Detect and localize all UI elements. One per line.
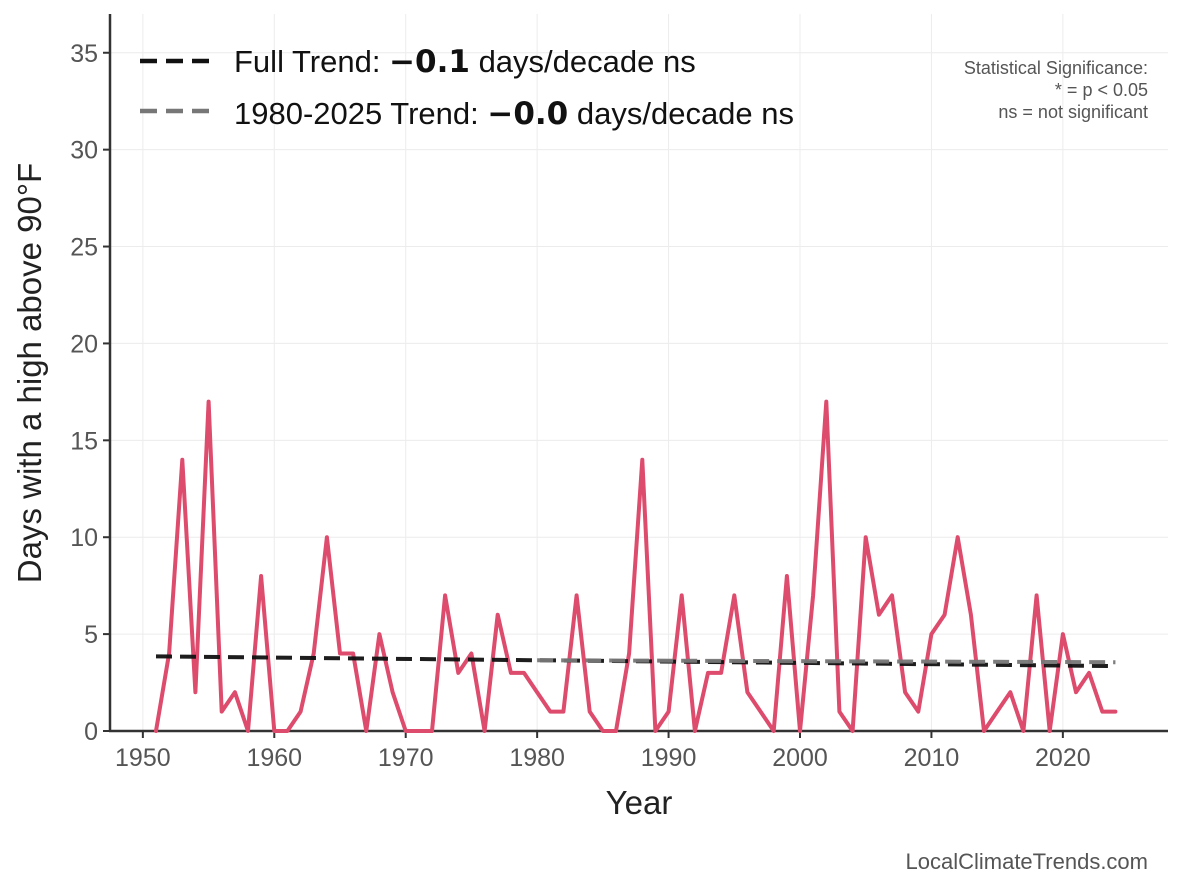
y-tick-label-25: 25 xyxy=(70,234,98,262)
y-tick-label-0: 0 xyxy=(84,718,98,746)
full-trend-line xyxy=(155,654,1116,669)
recent-trend-line xyxy=(537,658,1116,665)
x-tick-label-1960: 1960 xyxy=(246,744,302,772)
series-layer xyxy=(154,399,1118,733)
y-tick-label-20: 20 xyxy=(70,330,98,358)
source-credit: LocalClimateTrends.com xyxy=(906,849,1149,874)
y-tick-label-10: 10 xyxy=(70,524,98,552)
significance-title: Statistical Significance: xyxy=(964,58,1148,78)
x-axis-title: Year xyxy=(606,784,673,821)
legend-recent-trend-value: −0.0 xyxy=(487,96,568,132)
x-tick-label-2000: 2000 xyxy=(772,744,828,772)
legend-full-trend-prefix: Full Trend: xyxy=(234,44,389,79)
ticks: 1950 1960 1970 1980 1990 2000 2010 2020 0 5 10 15 20… xyxy=(70,40,1090,772)
x-tick-label-1950: 1950 xyxy=(115,744,171,772)
legend-full-trend-value: −0.1 xyxy=(389,44,470,80)
x-tick-label-1990: 1990 xyxy=(641,744,697,772)
legend-full-trend-label: Full Trend: −0.1 days/decade ns xyxy=(234,44,696,80)
significance-ns: ns = not significant xyxy=(998,102,1148,122)
x-tick-label-1980: 1980 xyxy=(509,744,565,772)
significance-p-value: * = p < 0.05 xyxy=(1055,80,1148,100)
series-line-0 xyxy=(154,399,1118,733)
y-tick-label-5: 5 xyxy=(84,621,98,649)
legend-recent-trend-prefix: 1980-2025 Trend: xyxy=(234,96,487,131)
legend-recent-trend-label: 1980-2025 Trend: −0.0 days/decade ns xyxy=(234,96,794,132)
legend-full-trend-suffix: days/decade ns xyxy=(470,44,696,79)
y-tick-label-30: 30 xyxy=(70,137,98,165)
y-tick-label-15: 15 xyxy=(70,427,98,455)
y-tick-label-35: 35 xyxy=(70,40,98,68)
grid xyxy=(110,14,1168,732)
trend-layer xyxy=(155,654,1116,669)
x-tick-label-2020: 2020 xyxy=(1035,744,1091,772)
x-tick-label-2010: 2010 xyxy=(904,744,960,772)
legend-recent-trend-suffix: days/decade ns xyxy=(568,96,794,131)
legend: Full Trend: −0.1 days/decade ns 1980-202… xyxy=(140,44,794,132)
x-tick-label-1970: 1970 xyxy=(378,744,434,772)
significance-note: Statistical Significance: * = p < 0.05 n… xyxy=(964,58,1148,122)
y-axis-title: Days with a high above 90°F xyxy=(11,163,48,583)
